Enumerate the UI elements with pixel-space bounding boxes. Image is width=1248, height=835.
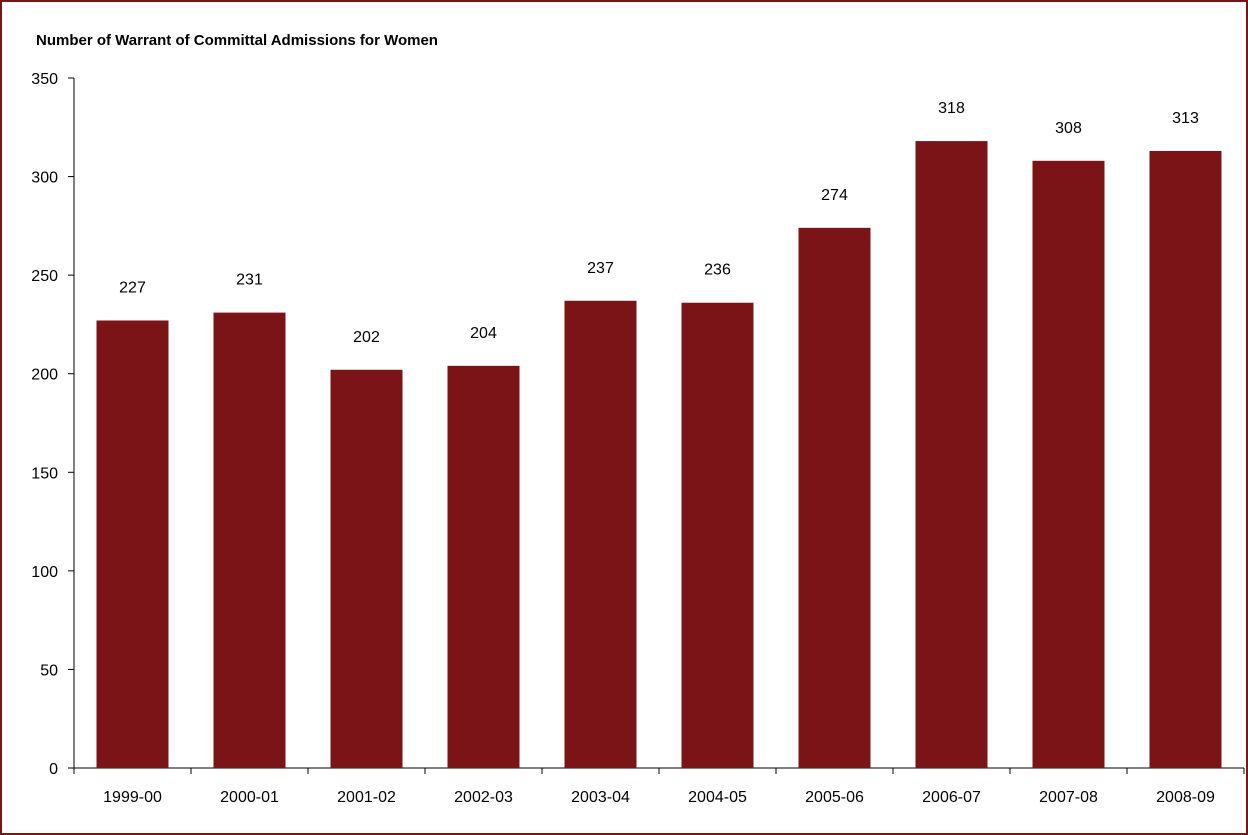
bar — [915, 141, 988, 769]
x-tick-label: 2005-06 — [805, 789, 864, 806]
data-label: 202 — [353, 329, 380, 346]
y-axis: 0 50 100 150 200 250 300 350 — [31, 71, 75, 778]
x-axis: 1999-00 2000-01 2001-02 2002-03 2003-04 2004-… — [73, 767, 1245, 806]
data-label: 318 — [938, 100, 965, 117]
data-label: 274 — [821, 187, 848, 204]
data-labels: 227 231 202 204 237 236 274 318 308 313 — [119, 100, 1199, 346]
y-tick-label: 350 — [31, 71, 58, 88]
x-tick-label: 2003-04 — [571, 789, 630, 806]
x-tick-label: 2008-09 — [1156, 789, 1215, 806]
y-tick-label: 150 — [31, 465, 58, 482]
bar — [564, 300, 637, 768]
y-tick-label: 100 — [31, 564, 58, 581]
bar — [447, 365, 520, 768]
x-tick-label: 2007-08 — [1039, 789, 1098, 806]
x-tick-label: 2006-07 — [922, 789, 981, 806]
x-tick-label: 2000-01 — [220, 789, 279, 806]
chart-title: Number of Warrant of Committal Admission… — [36, 32, 438, 49]
data-label: 237 — [587, 260, 614, 277]
y-tick-label: 0 — [49, 761, 58, 778]
data-label: 313 — [1172, 110, 1199, 127]
data-label: 204 — [470, 325, 497, 342]
y-tick-label: 300 — [31, 170, 58, 187]
y-tick-label: 250 — [31, 268, 58, 285]
y-tick-label: 50 — [40, 662, 58, 679]
bar — [213, 312, 286, 768]
x-tick-label: 2002-03 — [454, 789, 513, 806]
bars — [96, 141, 1222, 769]
bar — [798, 227, 871, 769]
data-label: 231 — [236, 272, 263, 289]
bar — [681, 302, 754, 768]
y-tick-label: 200 — [31, 367, 58, 384]
x-tick-label: 2001-02 — [337, 789, 396, 806]
bar — [96, 320, 169, 768]
x-tick-label: 1999-00 — [103, 789, 162, 806]
bar — [1032, 160, 1105, 769]
data-label: 227 — [119, 279, 146, 296]
data-label: 308 — [1055, 120, 1082, 137]
data-label: 236 — [704, 262, 731, 279]
x-tick-label: 2004-05 — [688, 789, 747, 806]
bar — [1149, 150, 1222, 768]
bar — [330, 369, 403, 768]
